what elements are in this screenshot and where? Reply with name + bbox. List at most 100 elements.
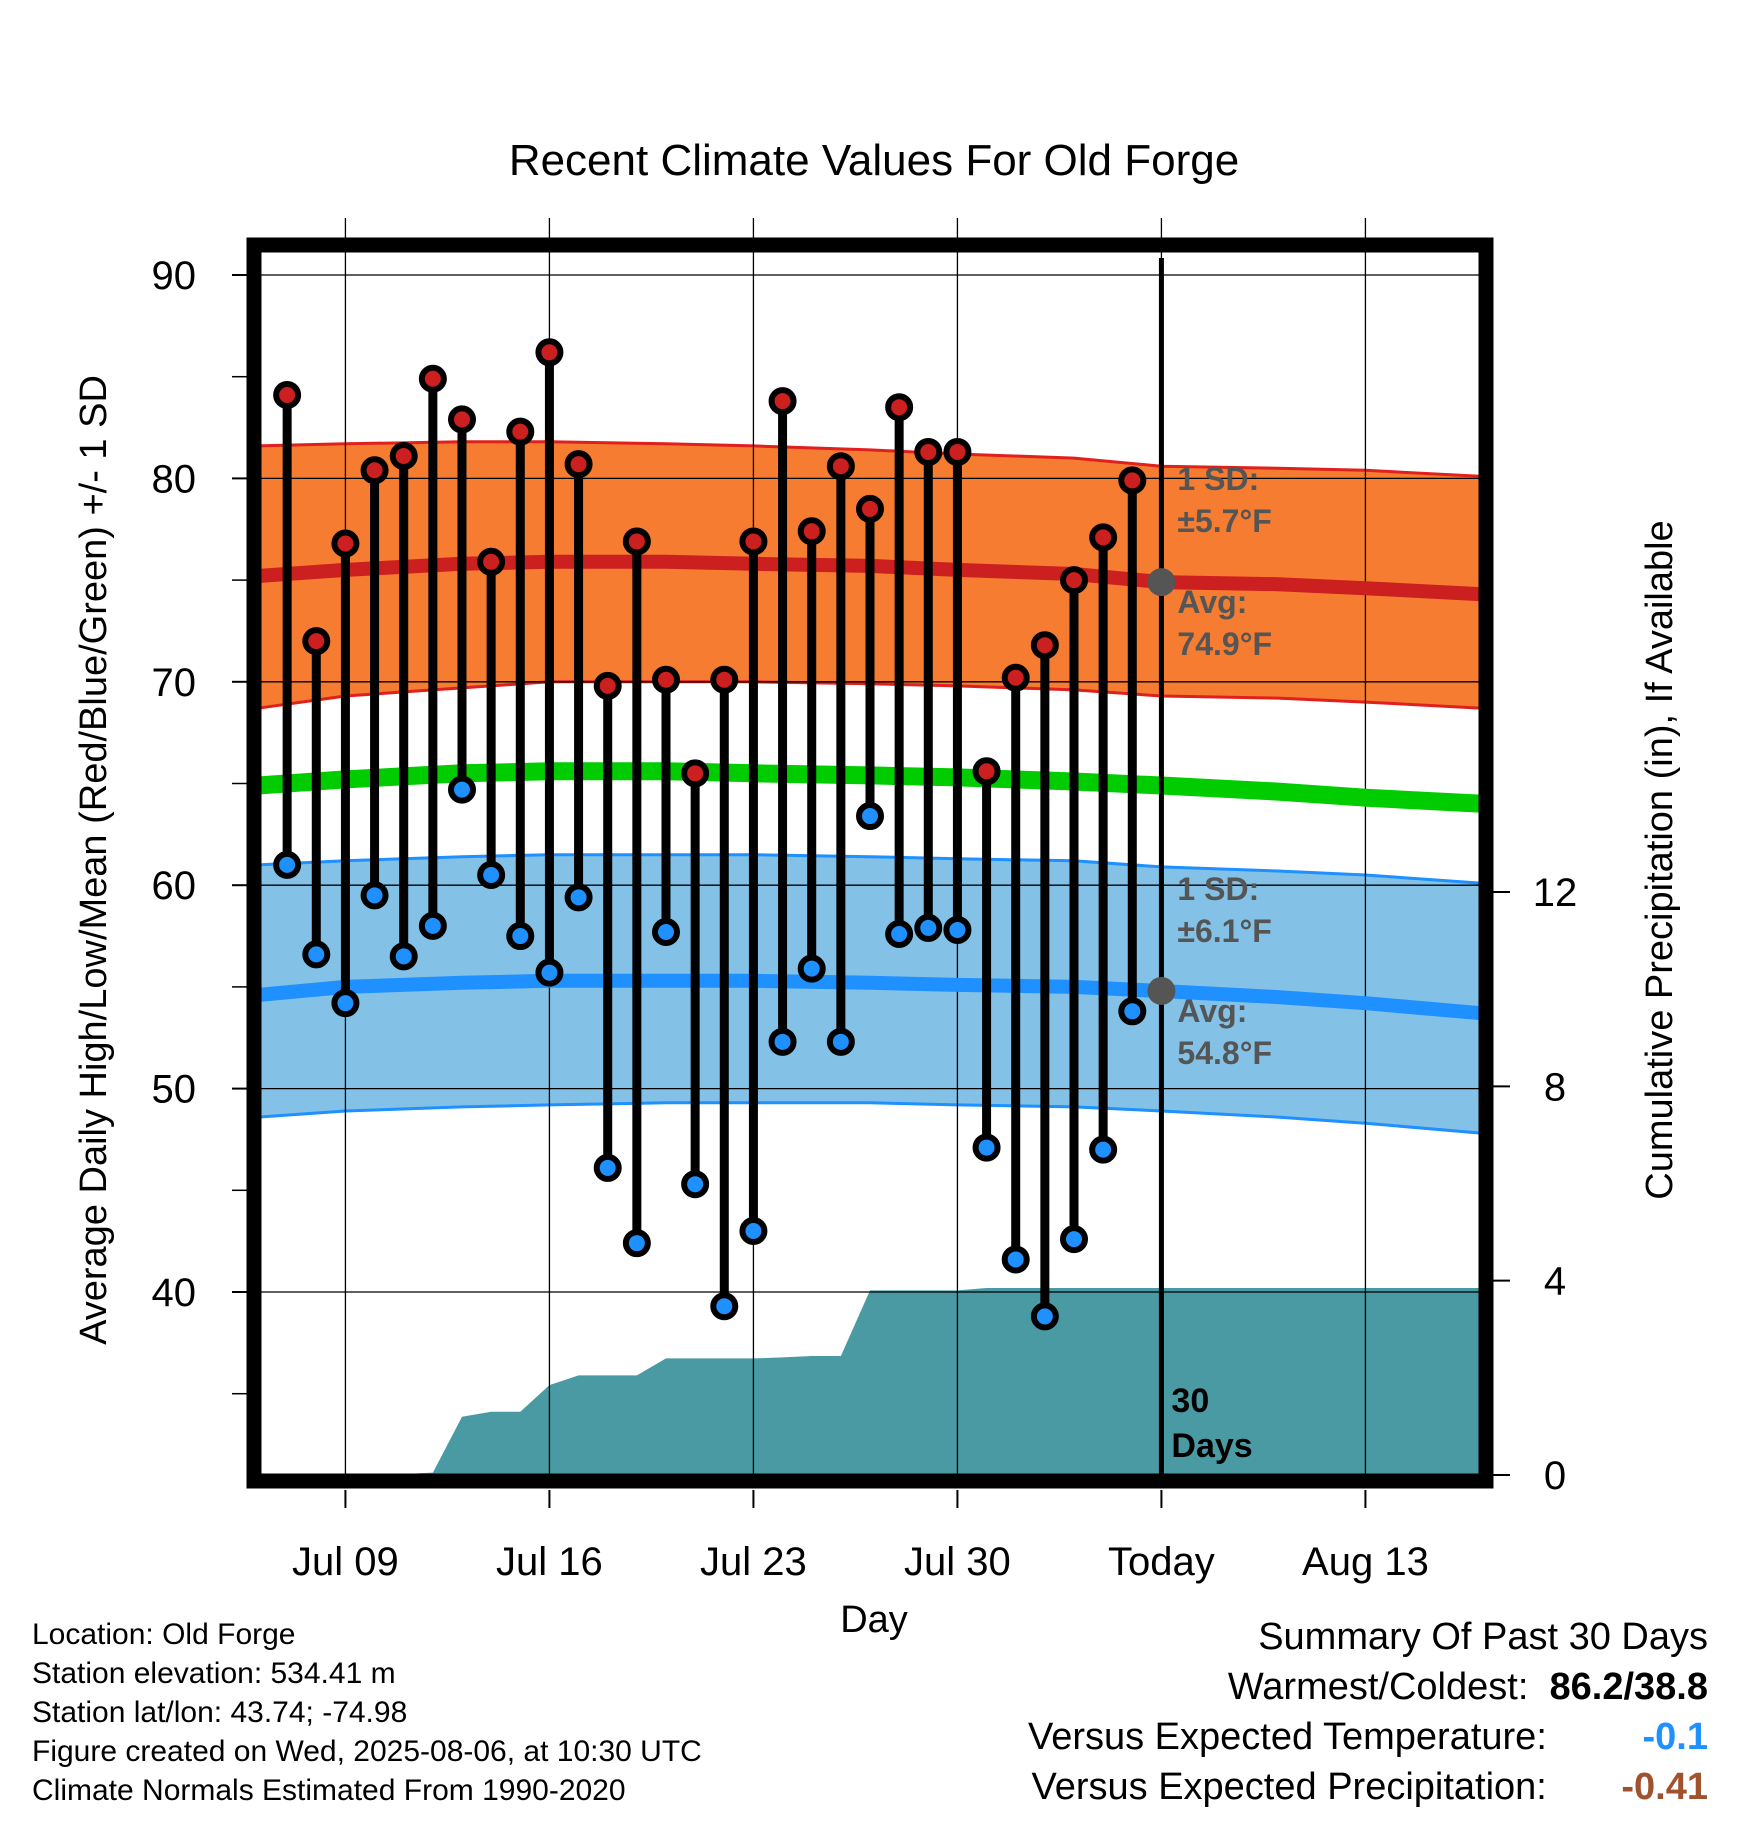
observed-low-point [826,1027,855,1056]
observed-high-point [1060,566,1088,595]
observed-high-point [739,527,768,556]
days-count: 30 [1171,1382,1209,1420]
observed-low-point [1030,1302,1059,1331]
observed-high-point [710,665,739,694]
x-tick-label: Today [1108,1540,1215,1584]
observed-high-point [681,759,710,788]
x-tick-label: Jul 16 [496,1540,603,1584]
high-avg-label: Avg: [1177,584,1247,620]
climate-normals-note: Climate Normals Estimated From 1990-2020 [32,1774,626,1807]
y2-axis-label: Cumulative Precipitation (in), If Availa… [1639,520,1681,1199]
low-sd-band [258,854,1482,1134]
summary-precip: Versus Expected Precipitation: -0.41 [1028,1762,1708,1812]
observed-low-point [389,942,418,971]
x-tick-label: Jul 30 [904,1540,1011,1584]
observed-high-point [389,442,418,471]
chart-title: Recent Climate Values For Old Forge [509,136,1239,185]
observed-low-point [1089,1135,1118,1164]
temp-value: -0.1 [1642,1716,1708,1758]
observed-low-point [302,940,331,969]
precipitation-area [258,1288,1482,1475]
low-sd-value: ±6.1°F [1177,913,1271,949]
x-tick-label: Aug 13 [1302,1540,1429,1584]
days-label: Days [1171,1427,1252,1465]
high-sd-value: ±5.7°F [1177,503,1271,539]
high-average-marker [1147,568,1176,597]
observed-low-point [448,775,476,804]
figure-created: Figure created on Wed, 2025-08-06, at 10… [32,1735,702,1768]
summary-temp: Versus Expected Temperature: -0.1 [1028,1712,1708,1762]
y-tick-label: 70 [152,661,197,705]
y-tick-label: 40 [152,1271,197,1315]
summary-panel: Summary Of Past 30 Days Warmest/Coldest:… [1028,1612,1708,1812]
y-tick-label: 90 [152,254,197,298]
observed-low-point [535,958,564,987]
axes: 40 50 60 70 80 90 0 4 8 12 Jul 09 Jul 16 Jul 23 Jul 3… [152,237,1578,1584]
observed-low-point [797,954,826,983]
observed-low-point [768,1027,797,1056]
observed-high-point [593,671,622,700]
low-sd-label: 1 SD: [1177,871,1259,907]
observed-low-point [360,881,389,910]
station-location: Location: Old Forge [32,1618,296,1651]
y2-tick-label: 4 [1544,1260,1566,1304]
high-sd-label: 1 SD: [1177,461,1259,497]
observed-low-point [681,1170,710,1199]
observed-low-point [273,850,302,879]
low-avg-label: Avg: [1177,993,1247,1029]
observed-high-point [302,627,331,656]
observed-low-point [1060,1225,1088,1254]
station-info: Location: Old Forge Station elevation: 5… [32,1615,702,1810]
observed-high-point [535,338,564,367]
y2-tick-label: 12 [1533,871,1578,915]
x-axis-label: Day [840,1599,908,1641]
observed-high-point [943,437,972,466]
x-tick-label: Jul 23 [700,1540,807,1584]
observed-low-point [418,911,447,940]
observed-high-point [885,393,914,422]
low-average-marker [1147,976,1176,1005]
temp-label: Versus Expected Temperature: [1027,1716,1547,1758]
observed-high-point [622,527,651,556]
plot-frame [246,237,1494,1489]
observed-low-point [506,922,535,951]
y2-tick-label: 0 [1544,1454,1566,1498]
observed-low-point [477,861,506,890]
observed-low-point [622,1229,651,1258]
observed-low-point [710,1292,739,1321]
observed-high-point [856,494,884,523]
observed-low-point [564,883,593,912]
warmest-coldest-value: 86.2/38.8 [1549,1666,1708,1708]
observed-high-point [1030,631,1059,660]
low-average-line [257,973,1483,1021]
observed-high-point [273,381,302,410]
observed-low-point [593,1153,622,1182]
observed-high-point [972,757,1001,786]
observed-high-point [448,405,476,434]
observed-high-point [768,387,797,416]
observed-high-point [564,450,593,479]
y-tick-label: 50 [152,1068,197,1112]
low-avg-value: 54.8°F [1177,1035,1272,1071]
observed-high-point [360,456,389,485]
observed-low-point [1001,1245,1030,1274]
precip-label: Versus Expected Precipitation: [1031,1766,1547,1808]
warmest-coldest-label: Warmest/Coldest: [1227,1666,1529,1708]
observed-high-point [797,517,826,546]
observed-high-point [331,529,360,558]
observed-high-point [914,437,943,466]
summary-heading: Summary Of Past 30 Days [1258,1616,1708,1658]
x-tick-label: Jul 09 [292,1540,399,1584]
observed-high-point [477,547,506,576]
observed-high-point [826,452,855,481]
y-tick-label: 80 [152,457,197,501]
observed-high-point [1089,523,1118,552]
observed-low-point [914,913,943,942]
observed-low-point [1118,997,1147,1026]
observed-high-point [506,417,535,446]
observed-low-point [943,915,972,944]
observed-low-point [652,917,680,946]
low-sd-lower-line [257,1101,1483,1135]
observed-low-point [739,1216,768,1245]
